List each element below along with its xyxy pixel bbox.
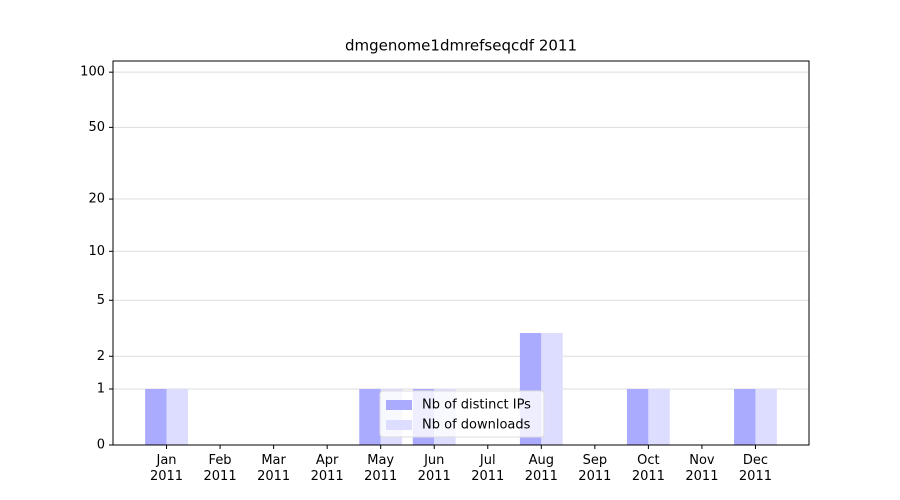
bar xyxy=(166,389,188,445)
x-tick-label: Jun 2011 xyxy=(417,453,451,484)
x-tick-label: May 2011 xyxy=(364,453,398,484)
bar xyxy=(648,389,670,445)
y-tick-label: 5 xyxy=(97,293,105,308)
bar xyxy=(359,389,381,445)
legend-label: Nb of distinct IPs xyxy=(422,398,531,413)
legend: Nb of distinct IPs Nb of downloads xyxy=(379,390,545,438)
bar xyxy=(541,333,563,445)
y-tick-label: 1 xyxy=(97,382,105,397)
x-tick-label: Aug 2011 xyxy=(524,453,558,484)
y-tick-label: 0 xyxy=(97,438,105,453)
x-tick-label: Apr 2011 xyxy=(310,453,344,484)
x-tick-label: Feb 2011 xyxy=(203,453,237,484)
legend-label: Nb of downloads xyxy=(422,418,531,433)
bar xyxy=(755,389,777,445)
chart-title: dmgenome1dmrefseqcdf 2011 xyxy=(345,37,577,55)
bar xyxy=(734,389,756,445)
x-tick-label: Dec 2011 xyxy=(738,453,772,484)
x-tick-label: Mar 2011 xyxy=(257,453,291,484)
x-tick-label: Oct 2011 xyxy=(631,453,665,484)
y-tick-label: 100 xyxy=(80,65,105,80)
legend-swatch xyxy=(386,400,412,410)
y-tick-label: 2 xyxy=(97,349,105,364)
x-tick-label: Jul 2011 xyxy=(471,453,505,484)
x-tick-label: Nov 2011 xyxy=(685,453,719,484)
y-tick-label: 10 xyxy=(88,244,105,259)
legend-box xyxy=(379,390,545,438)
y-tick-label: 20 xyxy=(88,192,105,207)
bar xyxy=(626,389,649,445)
legend-swatch xyxy=(386,420,412,430)
y-tick-label: 50 xyxy=(88,120,105,135)
x-tick-label: Sep 2011 xyxy=(578,453,612,484)
bar xyxy=(145,389,167,445)
plot-frame xyxy=(112,60,810,446)
x-tick-label: Jan 2011 xyxy=(149,453,184,484)
